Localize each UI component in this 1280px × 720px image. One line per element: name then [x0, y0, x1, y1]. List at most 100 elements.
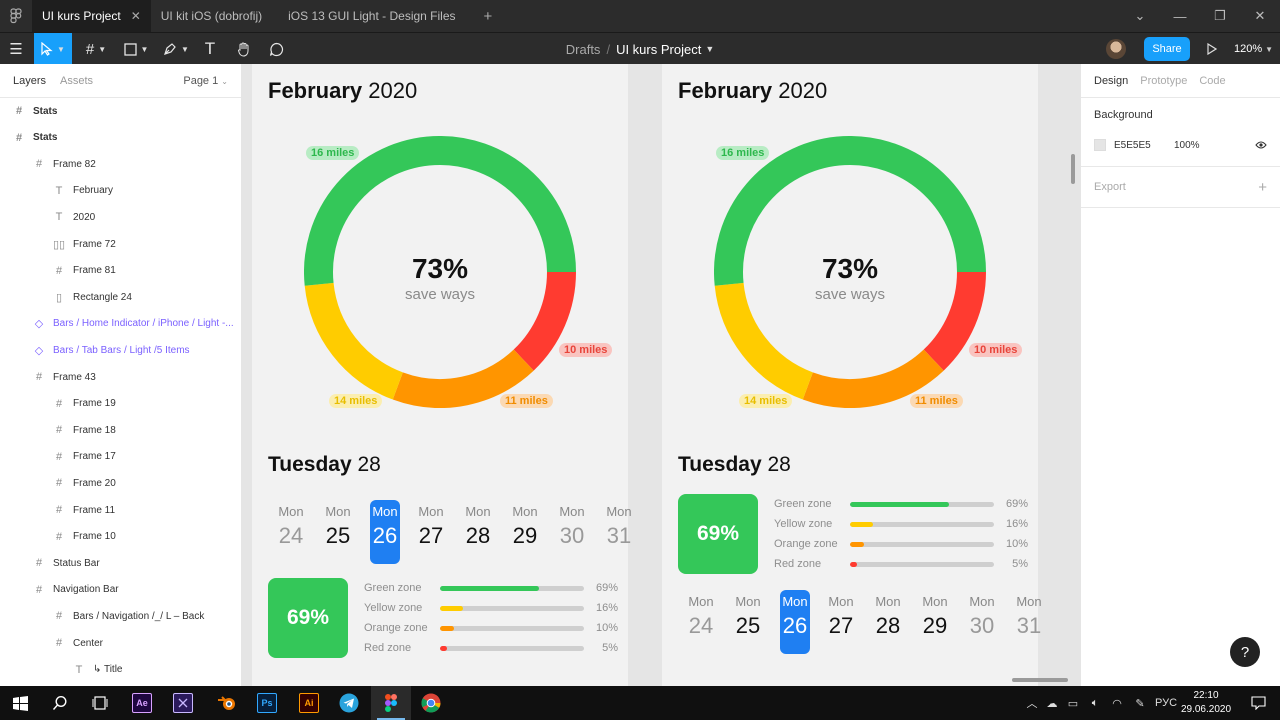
calendar-day[interactable]: Mon 24 — [268, 500, 314, 564]
figma-menu-icon[interactable] — [0, 0, 32, 32]
illustrator-app-icon[interactable]: Ai — [289, 686, 329, 720]
add-export-plus-icon[interactable]: + — [1258, 178, 1267, 196]
after-effects-app-icon[interactable]: Ae — [122, 686, 162, 720]
background-hex-input[interactable]: E5E5E5 — [1114, 139, 1151, 151]
notifications-icon[interactable] — [1238, 686, 1278, 720]
tab-code[interactable]: Code — [1199, 74, 1226, 87]
blender-app-icon[interactable] — [207, 686, 247, 720]
calendar-day[interactable]: Mon 30 — [549, 500, 595, 564]
calendar-day[interactable]: Mon 29 — [912, 590, 958, 654]
present-play-icon[interactable] — [1204, 41, 1220, 57]
layer-item[interactable]: T February — [0, 178, 241, 204]
tab-ios13-gui[interactable]: iOS 13 GUI Light - Design Files — [278, 0, 465, 32]
breadcrumb-drafts[interactable]: Drafts — [565, 41, 601, 57]
layer-item[interactable]: # Frame 43 — [0, 364, 241, 390]
layer-item[interactable]: # Frame 20 — [0, 470, 241, 496]
layer-item[interactable]: # Frame 17 — [0, 444, 241, 470]
figma-app-icon[interactable] — [371, 686, 411, 720]
layer-item[interactable]: T 2020 — [0, 204, 241, 230]
layer-item[interactable]: # Frame 10 — [0, 524, 241, 550]
tab-layers[interactable]: Layers — [13, 74, 47, 87]
calendar-day[interactable]: Mon 24 — [678, 590, 724, 654]
calendar-day[interactable]: Mon 25 — [725, 590, 771, 654]
zoom-menu[interactable]: 120% ▼ — [1234, 33, 1273, 65]
stats-frame[interactable]: February 2020 73% save ways 16 miles 10 mile… — [252, 64, 632, 686]
calendar-day[interactable]: Mon 28 — [455, 500, 501, 564]
hand-tool-button[interactable] — [230, 33, 258, 65]
search-icon[interactable] — [40, 686, 80, 720]
page-selector[interactable]: Page 1 ⌄ — [183, 75, 228, 87]
telegram-app-icon[interactable] — [329, 686, 369, 720]
windows-start-icon[interactable] — [0, 686, 40, 720]
layer-item[interactable]: # Bars / Navigation /_/ L – Back — [0, 603, 241, 629]
photoshop-app-icon[interactable]: Ps — [247, 686, 287, 720]
calendar-day[interactable]: Mon 30 — [959, 590, 1005, 654]
move-tool-button[interactable]: ▼ — [34, 33, 72, 65]
onedrive-cloud-icon[interactable]: ☁ — [1046, 697, 1058, 710]
avatar[interactable] — [1106, 39, 1126, 59]
layer-item[interactable]: T ↳ Title — [0, 657, 241, 683]
main-menu-icon[interactable]: ☰ — [9, 41, 23, 58]
chrome-app-icon[interactable] — [411, 686, 451, 720]
layer-item[interactable]: # Stats — [0, 125, 241, 151]
premiere-alt-app-icon[interactable] — [163, 686, 203, 720]
tab-design[interactable]: Design — [1094, 74, 1129, 87]
layer-item[interactable]: # Frame 81 — [0, 258, 241, 284]
eye-icon[interactable] — [1255, 141, 1267, 149]
new-tab-plus-icon[interactable]: + — [483, 7, 493, 25]
layer-item[interactable]: # Status Bar — [0, 550, 241, 576]
restore-icon[interactable]: ❐ — [1214, 8, 1226, 23]
text-tool-button[interactable]: T — [204, 39, 216, 58]
calendar-day[interactable]: Mon 27 — [818, 590, 864, 654]
pen-workspace-icon[interactable]: ✎ — [1135, 697, 1145, 710]
tab-ui-kit-ios[interactable]: UI kit iOS (dobrofij) — [151, 0, 272, 32]
task-view-icon[interactable] — [80, 686, 120, 720]
wifi-icon[interactable]: ◠ — [1112, 697, 1122, 710]
chevron-down-icon[interactable]: ▼ — [705, 44, 715, 54]
stats-frame[interactable]: February 2020 73% save ways 16 miles 10 mile… — [662, 64, 1042, 686]
close-window-icon[interactable]: ✕ — [1254, 8, 1266, 23]
layer-item[interactable]: ◇ Bars / Home Indicator / iPhone / Light … — [0, 311, 241, 337]
layer-item[interactable]: # Frame 82 — [0, 151, 241, 177]
frame-tool-button[interactable]: # ▼ — [85, 40, 107, 58]
layer-item[interactable]: # Frame 19 — [0, 391, 241, 417]
calendar-day[interactable]: Mon 26 — [780, 590, 810, 654]
speaker-icon[interactable]: 🔈︎ — [1091, 696, 1099, 709]
layer-item[interactable]: ▯ Rectangle 24 — [0, 284, 241, 310]
comment-tool-button[interactable] — [262, 33, 290, 65]
layer-item[interactable]: # Navigation Bar — [0, 577, 241, 603]
help-button[interactable]: ? — [1230, 637, 1260, 667]
minimize-icon[interactable]: — — [1173, 8, 1187, 24]
pen-tool-button[interactable]: ▼ — [160, 33, 192, 65]
language-indicator[interactable]: РУС — [1154, 697, 1178, 709]
calendar-day[interactable]: Mon 27 — [408, 500, 454, 564]
project-name[interactable]: UI kurs Project — [616, 41, 702, 57]
calendar-day[interactable]: Mon 29 — [502, 500, 548, 564]
layer-item[interactable]: ◇ Bars / Tab Bars / Light /5 Items — [0, 337, 241, 363]
canvas[interactable]: February 2020 73% save ways 16 miles 10 mile… — [242, 64, 1080, 686]
vertical-scrollbar[interactable] — [1071, 154, 1075, 184]
tab-assets[interactable]: Assets — [60, 74, 94, 87]
tab-prototype[interactable]: Prototype — [1140, 74, 1188, 87]
calendar-day[interactable]: Mon 25 — [315, 500, 361, 564]
chevron-up-icon[interactable]: ︿ — [1026, 698, 1038, 710]
layer-item[interactable]: ▯▯ Frame 72 — [0, 231, 241, 257]
calendar-day[interactable]: Mon 31 — [1006, 590, 1052, 654]
shape-tool-button[interactable]: ▼ — [120, 33, 152, 65]
calendar-day[interactable]: Mon 26 — [370, 500, 400, 564]
layer-item[interactable]: # Frame 11 — [0, 497, 241, 523]
calendar-day[interactable]: Mon 28 — [865, 590, 911, 654]
layer-item[interactable]: # Stats — [0, 98, 241, 124]
tab-ui-kurs-project[interactable]: UI kurs Project ✕ — [32, 0, 151, 32]
close-tab-icon[interactable]: ✕ — [130, 9, 141, 23]
layer-item[interactable]: # Frame 18 — [0, 417, 241, 443]
layer-item[interactable]: # Center — [0, 630, 241, 656]
background-opacity-input[interactable]: 100% — [1174, 139, 1200, 151]
background-color-swatch[interactable] — [1094, 139, 1106, 151]
chevron-down-icon[interactable]: ⌄ — [1134, 8, 1146, 23]
horizontal-scrollbar[interactable] — [1012, 678, 1068, 682]
share-button[interactable]: Share — [1144, 37, 1190, 61]
clock[interactable]: 22:10 29.06.2020 — [1176, 689, 1236, 717]
calendar-day[interactable]: Mon 31 — [596, 500, 642, 564]
battery-icon[interactable]: ▭ — [1067, 697, 1079, 710]
